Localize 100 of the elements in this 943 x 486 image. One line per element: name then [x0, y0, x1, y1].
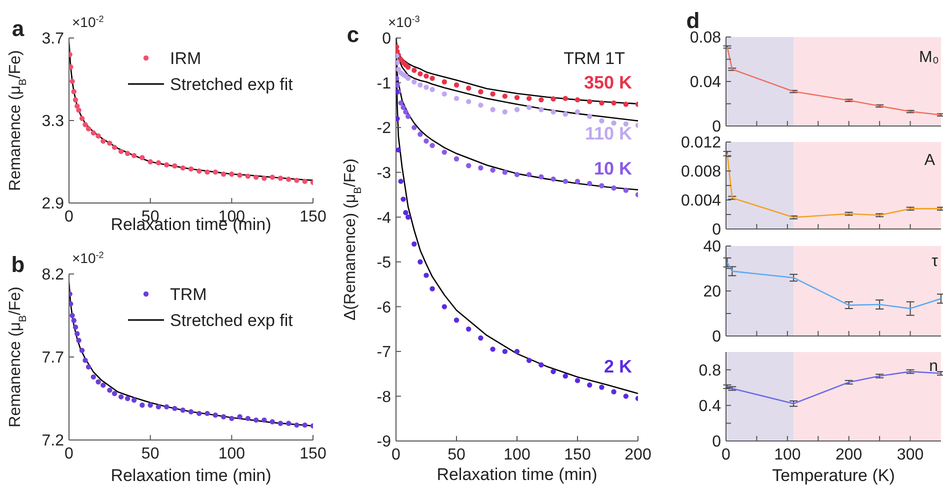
- point: [188, 166, 194, 172]
- point: [124, 150, 130, 156]
- point: [587, 114, 592, 119]
- point: [430, 86, 435, 92]
- legend-label: IRM: [170, 49, 202, 68]
- point: [286, 176, 292, 182]
- point: [403, 109, 408, 114]
- y-tick-label: 0.012: [680, 134, 722, 152]
- point: [270, 419, 275, 424]
- point: [72, 97, 78, 102]
- point: [396, 60, 400, 66]
- x-tick-label: 100: [504, 446, 530, 464]
- point: [90, 130, 96, 136]
- point: [90, 374, 96, 380]
- point: [478, 165, 484, 170]
- point: [550, 109, 556, 114]
- point: [96, 133, 101, 139]
- point: [430, 76, 435, 81]
- y-tick-label: 0.008: [680, 164, 722, 181]
- point: [550, 368, 556, 374]
- y-tick-label: 3.3: [42, 113, 64, 130]
- point: [398, 100, 404, 106]
- point: [599, 118, 604, 124]
- point: [302, 422, 308, 428]
- point: [204, 169, 210, 175]
- point: [466, 326, 472, 332]
- y-tick-label: -8: [376, 388, 392, 406]
- point: [418, 82, 423, 88]
- point: [70, 78, 75, 84]
- series-label: 2 K: [604, 356, 632, 376]
- point: [514, 172, 520, 178]
- point: [79, 116, 85, 122]
- point: [220, 172, 226, 177]
- point: [562, 96, 568, 102]
- point: [418, 132, 423, 137]
- point: [538, 97, 544, 102]
- point: [430, 286, 435, 292]
- point: [538, 362, 544, 368]
- point: [237, 414, 242, 420]
- point: [188, 409, 194, 414]
- x-tick-label: 200: [836, 446, 862, 464]
- y-tick-label: 0: [712, 222, 722, 239]
- point: [490, 346, 496, 352]
- point: [526, 358, 532, 363]
- y-tick-label: 0.4: [698, 398, 722, 416]
- x-axis-title: Temperature (K): [772, 466, 895, 485]
- point: [196, 410, 202, 416]
- point: [131, 398, 137, 403]
- point: [204, 410, 210, 416]
- point: [112, 390, 118, 396]
- point: [82, 358, 88, 363]
- point: [599, 100, 604, 106]
- point: [124, 396, 130, 402]
- point: [611, 185, 616, 191]
- point: [400, 104, 406, 110]
- annotation: n: [929, 358, 938, 375]
- point: [430, 142, 435, 148]
- point: [74, 331, 80, 336]
- x-tick-label: 50: [448, 446, 466, 464]
- point: [550, 176, 556, 182]
- point: [76, 338, 82, 343]
- series-label: 110 K: [584, 123, 632, 144]
- series-label: 350 K: [584, 72, 632, 92]
- point: [71, 89, 76, 94]
- point: [398, 178, 404, 184]
- y-tick-label: -2: [376, 120, 392, 138]
- point: [74, 103, 80, 109]
- point: [253, 417, 259, 423]
- legend-label: Stretched exp fit: [170, 311, 294, 330]
- point: [180, 165, 186, 171]
- point: [164, 404, 170, 410]
- point: [72, 324, 78, 330]
- point: [229, 172, 234, 177]
- point: [587, 98, 592, 104]
- text: a: [12, 16, 25, 41]
- point: [278, 420, 284, 426]
- point: [442, 304, 447, 310]
- x-tick-label: 100: [774, 446, 801, 464]
- point: [82, 122, 88, 128]
- point: [396, 66, 402, 72]
- point: [538, 174, 544, 180]
- y-tick-label: 7.2: [42, 432, 64, 450]
- point: [574, 178, 580, 184]
- point: [538, 107, 544, 112]
- point: [502, 348, 508, 354]
- point: [86, 364, 92, 370]
- point: [70, 312, 75, 318]
- y-tick-label: 0.04: [690, 74, 722, 92]
- point: [466, 98, 472, 104]
- point: [294, 422, 300, 428]
- point: [454, 82, 460, 88]
- x-tick-label: 150: [300, 445, 326, 462]
- point: [220, 414, 226, 420]
- point: [86, 126, 92, 132]
- line-series: [69, 282, 313, 427]
- point: [148, 402, 153, 408]
- y-tick-label: -5: [376, 254, 392, 272]
- point: [180, 408, 186, 413]
- point: [623, 121, 628, 127]
- point: [412, 68, 417, 73]
